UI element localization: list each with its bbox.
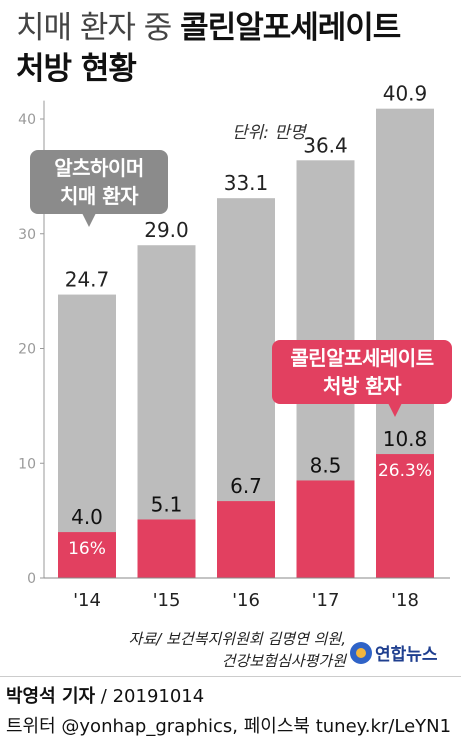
- bar-prescribed: [296, 480, 355, 578]
- prescription-callout-line1: 콜린알포세레이트: [290, 346, 434, 370]
- y-tick-label: 0: [27, 571, 36, 587]
- unit-label: 단위: 만명: [232, 123, 306, 143]
- source-line1: 자료/ 보건복지위원회 김명연 의원,: [128, 630, 346, 648]
- title-prefix: 치매 환자 중: [16, 10, 172, 46]
- divider: [0, 676, 461, 677]
- title-line2: 처방 현황: [16, 51, 137, 87]
- bar-prescribed: [217, 501, 275, 578]
- total-patients-callout: 알츠하이머 치매 환자: [30, 150, 168, 227]
- y-tick-label: 10: [18, 456, 36, 472]
- chart-title: 치매 환자 중 콜린알포세레이트 처방 현황: [16, 8, 401, 90]
- bar-total: [58, 294, 116, 578]
- title-drug: 콜린알포세레이트: [180, 10, 401, 46]
- x-category-label: '18: [391, 590, 419, 611]
- prescribed-value-label: 10.8: [383, 427, 428, 451]
- share-percent-label: 26.3%: [378, 461, 432, 481]
- y-tick-label: 30: [18, 227, 36, 243]
- bar-prescribed: [58, 532, 116, 578]
- share-percent-label: 16%: [68, 539, 106, 559]
- total-value-label: 36.4: [303, 133, 348, 157]
- callout-pointer: [82, 213, 96, 227]
- total-value-label: 40.9: [383, 82, 428, 106]
- total-callout-line1: 알츠하이머: [54, 156, 144, 180]
- prescription-callout-line2: 처방 환자: [322, 374, 402, 398]
- total-callout-line2: 치매 환자: [59, 184, 139, 208]
- x-category-label: '17: [312, 590, 340, 611]
- x-category-label: '14: [73, 590, 101, 611]
- callout-pointer: [388, 403, 402, 417]
- yonhap-logo-icon: [350, 641, 372, 664]
- credit-social: 트위터 @yonhap_graphics, 페이스북 tuney.kr/LeYN…: [6, 716, 452, 737]
- prescribed-value-label: 4.0: [71, 505, 103, 529]
- yonhap-logo: 연합뉴스: [350, 640, 438, 665]
- logo-text: 연합뉴스: [375, 645, 438, 665]
- reporter-name: 박영석 기자: [6, 686, 96, 707]
- y-tick-label: 20: [18, 342, 36, 358]
- total-value-label: 33.1: [224, 171, 269, 195]
- prescribed-value-label: 6.7: [230, 474, 262, 498]
- total-value-label: 24.7: [65, 268, 110, 292]
- source-note: 자료/ 보건복지위원회 김명연 의원, 건강보험심사평가원: [96, 628, 346, 672]
- y-tick-label: 40: [18, 112, 36, 128]
- total-value-label: 29.0: [144, 218, 189, 242]
- source-line2: 건강보험심사평가원: [221, 652, 346, 670]
- prescribed-value-label: 5.1: [151, 492, 183, 516]
- prescription-callout: 콜린알포세레이트 처방 환자: [272, 340, 452, 417]
- credit-date: / 20191014: [95, 686, 205, 707]
- bar-prescribed: [137, 519, 196, 578]
- x-category-label: '15: [153, 590, 181, 611]
- credit-block: 박영석 기자 / 20191014 트위터 @yonhap_graphics, …: [6, 682, 451, 742]
- prescribed-value-label: 8.5: [310, 453, 342, 477]
- bar-prescribed: [376, 454, 434, 578]
- x-category-label: '16: [232, 590, 260, 611]
